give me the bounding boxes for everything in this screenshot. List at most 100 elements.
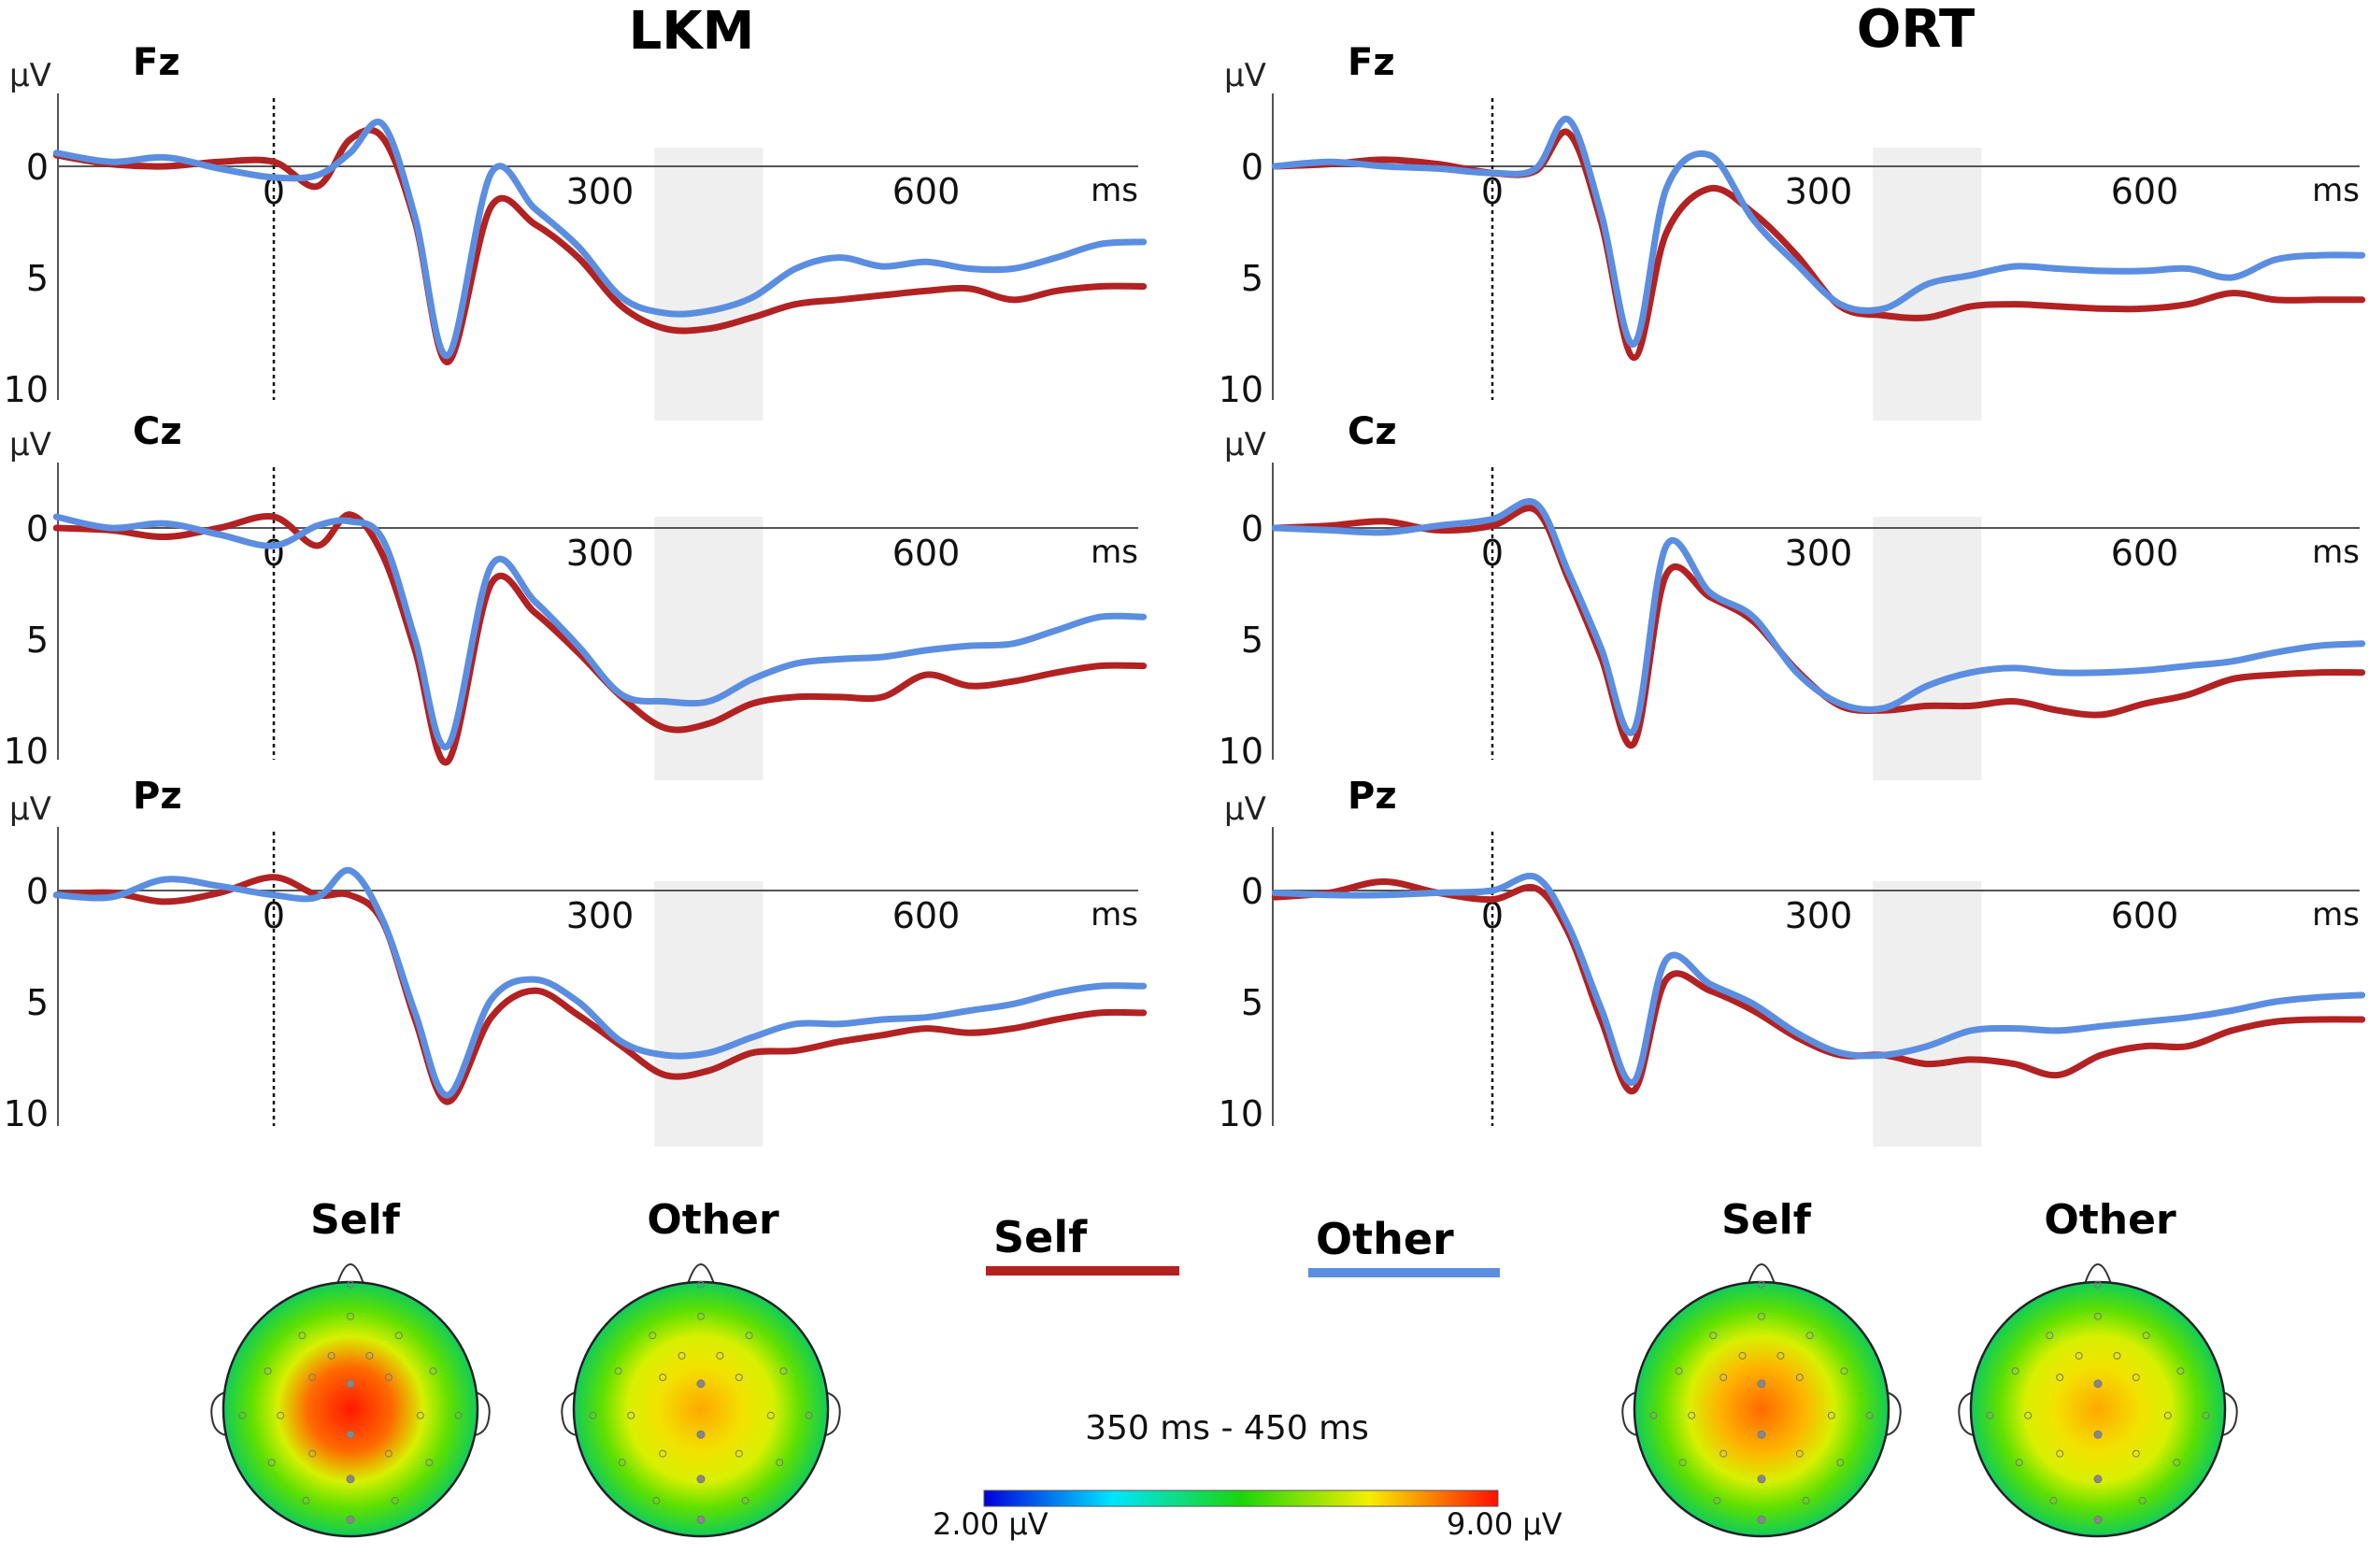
series-line-other-lkm-fz	[52, 119, 1148, 359]
scalp-map-label-lkm-self: Self	[310, 1196, 401, 1244]
group-title-lkm: LKM	[629, 1, 755, 62]
electrode-dot	[347, 1280, 354, 1289]
scalp-heat-lkm-self	[221, 1280, 479, 1538]
electrode-dot	[1827, 1411, 1835, 1419]
electrode-dot	[696, 1379, 706, 1389]
unit-label-lkm-pz: µV	[9, 791, 51, 828]
y-tick-label: 0	[26, 871, 49, 912]
y-tick-label: 5	[26, 258, 49, 299]
y-tick-label: 10	[4, 731, 49, 772]
analysis-window-ort-cz	[1873, 517, 1982, 780]
electrode-dot	[308, 1449, 317, 1458]
y-tick-label: 5	[1241, 620, 1263, 661]
electrode-dot	[2202, 1411, 2210, 1419]
electrode-dot	[776, 1459, 784, 1467]
x-tick-label: 600	[892, 171, 961, 212]
series-line-self-lkm-pz	[52, 874, 1148, 1105]
electrode-dot	[1836, 1459, 1845, 1467]
y-tick-label: 10	[1219, 1093, 1263, 1134]
unit-label-ort-cz: µV	[1224, 426, 1266, 463]
electrode-dot	[2093, 1515, 2103, 1524]
y-tick-label: 0	[1241, 508, 1263, 549]
electrode-dot	[2094, 1312, 2102, 1320]
electrode-dot	[1795, 1449, 1804, 1458]
scalp-map-label-lkm-other: Other	[647, 1196, 779, 1244]
electrode-dot	[697, 1280, 705, 1289]
electrode-dot	[678, 1351, 686, 1360]
electrode-dot	[627, 1411, 635, 1419]
nose-shape	[2084, 1263, 2112, 1285]
scalp-heat-ort-other	[1969, 1280, 2227, 1538]
electrode-dot	[697, 1312, 705, 1320]
electrode-dot	[1675, 1367, 1683, 1376]
electrode-dot	[1776, 1351, 1785, 1360]
scale-max-label: 9.00 µV	[1447, 1506, 1562, 1542]
scalp-map-ort-other: Other	[1958, 1196, 2238, 1538]
electrode-dot	[308, 1374, 317, 1381]
scalp-map-lkm-self: Self	[210, 1196, 491, 1538]
legend-other-label: Other	[1316, 1214, 1454, 1264]
analysis-window-lkm-pz	[654, 881, 763, 1147]
series-line-other-ort-fz	[1271, 115, 2366, 348]
electrode-dot	[391, 1496, 399, 1504]
scalp-heat-lkm-other	[572, 1280, 830, 1538]
y-tick-label: 0	[1241, 871, 1263, 912]
x-unit-label-lkm-cz: ms	[1091, 534, 1138, 571]
color-scale-bar	[983, 1490, 1499, 1507]
electrode-dot	[2113, 1351, 2121, 1360]
x-unit-label-ort-fz: ms	[2312, 172, 2360, 209]
electrode-dot	[766, 1411, 775, 1419]
electrode-dot	[2173, 1459, 2181, 1467]
scalp-map-label-ort-other: Other	[2044, 1196, 2176, 1244]
electrode-dot	[2132, 1449, 2140, 1458]
electrode-dot	[2093, 1379, 2103, 1389]
electrode-dot	[2075, 1351, 2083, 1360]
x-tick-label: 300	[1785, 895, 1853, 936]
electrode-dot	[1757, 1515, 1766, 1524]
panel-lkm-pz: Pz µV 0 5 10 0 300 600 ms	[4, 775, 1148, 1147]
x-tick-label: 600	[2111, 533, 2179, 574]
series-line-other-lkm-pz	[52, 867, 1148, 1099]
scalp-map-ort-self: Self	[1621, 1196, 1902, 1538]
unit-label-ort-fz: µV	[1224, 57, 1266, 94]
legend: Self Other	[986, 1212, 1500, 1277]
electrode-dot	[696, 1515, 706, 1524]
x-tick-label: 300	[566, 533, 635, 574]
x-tick-label: 600	[2111, 171, 2179, 212]
electrode-label-ort-cz: Cz	[1348, 410, 1397, 453]
y-tick-label: 5	[26, 982, 49, 1023]
electrode-dot	[735, 1449, 743, 1458]
unit-label-ort-pz: µV	[1224, 791, 1266, 828]
series-line-other-lkm-cz	[52, 513, 1148, 750]
y-tick-label: 5	[1241, 258, 1263, 299]
electrode-dot	[1757, 1475, 1766, 1484]
x-tick-label: 0	[1481, 533, 1504, 574]
electrode-dot	[1738, 1351, 1747, 1360]
scalp-heat-ort-self	[1633, 1280, 1890, 1538]
electrode-dot	[745, 1332, 753, 1340]
electrode-dot	[384, 1449, 392, 1458]
electrode-dot	[618, 1459, 626, 1467]
electrode-dot	[1719, 1449, 1728, 1458]
electrode-dot	[696, 1430, 706, 1439]
y-tick-label: 0	[26, 147, 49, 188]
nose-shape	[687, 1263, 715, 1285]
electrode-dot	[652, 1496, 661, 1504]
electrode-dot	[1709, 1332, 1718, 1340]
electrode-dot	[741, 1496, 749, 1504]
electrode-dot	[614, 1367, 622, 1376]
electrode-dot	[1757, 1379, 1766, 1389]
electrode-dot	[1688, 1411, 1696, 1419]
electrode-dot	[416, 1411, 424, 1419]
electrode-dot	[1802, 1496, 1810, 1504]
electrode-dot	[2132, 1374, 2140, 1381]
electrode-dot	[394, 1332, 403, 1340]
unit-label-lkm-cz: µV	[9, 426, 51, 463]
electrode-dot	[327, 1351, 335, 1360]
electrode-dot	[1719, 1374, 1728, 1381]
y-tick-label: 5	[26, 620, 49, 661]
analysis-window-lkm-fz	[654, 148, 763, 421]
series-line-other-ort-cz	[1271, 498, 2366, 736]
